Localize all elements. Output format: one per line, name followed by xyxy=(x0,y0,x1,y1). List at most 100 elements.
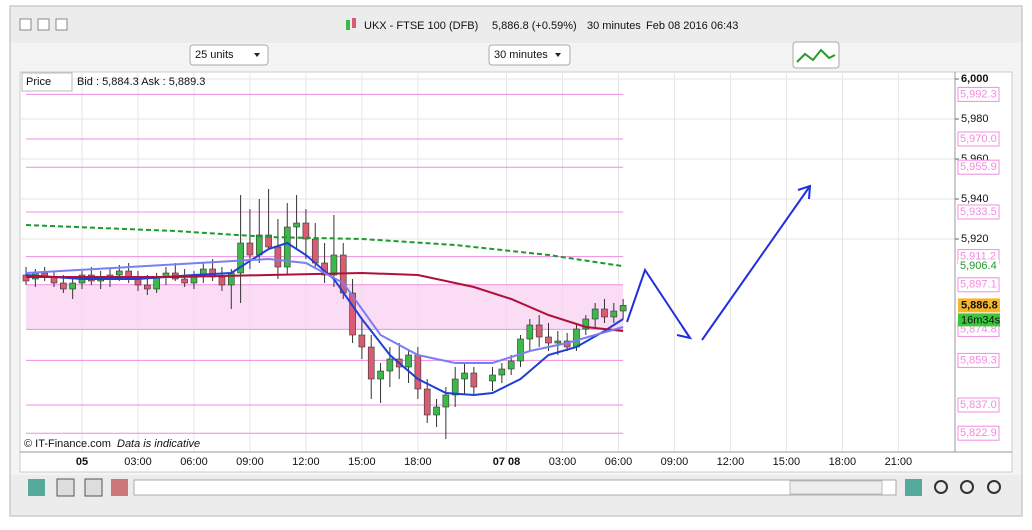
candle-body xyxy=(265,234,272,248)
level-label: 5,933.5 xyxy=(960,206,997,218)
candle-body xyxy=(489,374,496,382)
last-price: 5,886.8 xyxy=(961,299,998,311)
icon xyxy=(346,20,350,30)
y-tick-label: 5,940 xyxy=(961,193,989,205)
level-label: 5,970.0 xyxy=(960,133,997,145)
x-tick-label: 12:00 xyxy=(717,456,745,468)
y-tick-label: 5,980 xyxy=(961,113,989,125)
candle-body xyxy=(181,278,188,284)
x-tick-label: 12:00 xyxy=(292,456,320,468)
candle-body xyxy=(405,354,412,368)
window-button[interactable] xyxy=(37,18,50,31)
level-label: 5,859.3 xyxy=(960,354,997,366)
candle-body xyxy=(591,308,599,320)
candle-body xyxy=(433,406,440,416)
x-tick-label: 03:00 xyxy=(549,456,577,468)
candle-body xyxy=(283,226,291,268)
candle-body xyxy=(330,254,338,276)
drawn-arrow xyxy=(701,185,811,341)
level-label: 5,822.9 xyxy=(960,427,997,439)
window-button[interactable] xyxy=(19,18,32,31)
level-label-box xyxy=(957,131,1000,147)
candle-body xyxy=(535,324,543,338)
footer-source: © IT-Finance.com xyxy=(24,438,111,450)
zoom-in-icon[interactable] xyxy=(987,480,1001,494)
candle-body xyxy=(69,282,76,290)
candle-body xyxy=(218,276,226,286)
legend-box xyxy=(21,72,73,92)
candle-body xyxy=(610,310,618,318)
last-price-box xyxy=(958,298,1000,313)
interval-dropdown[interactable] xyxy=(488,44,571,66)
x-tick-label: 15:00 xyxy=(773,456,801,468)
level-label: 5,897.1 xyxy=(960,279,997,291)
tool-icon[interactable] xyxy=(28,479,45,496)
x-tick-label: 05 xyxy=(76,456,88,468)
instrument-title: UKX - FTSE 100 (DFB) xyxy=(364,20,478,32)
level-label-box xyxy=(957,425,1000,441)
candle-body xyxy=(311,238,319,264)
y-tick-label: 6,000 xyxy=(961,73,989,85)
tool-icon[interactable] xyxy=(905,479,922,496)
x-tick-label: 18:00 xyxy=(829,456,857,468)
window-button[interactable] xyxy=(55,18,68,31)
candle-body xyxy=(582,318,590,330)
indicator-line xyxy=(25,257,624,364)
ma-label: 5,906.4 xyxy=(960,260,997,272)
x-tick-label: 15:00 xyxy=(348,456,376,468)
zoom-out-icon[interactable] xyxy=(960,480,974,494)
ma-label-box xyxy=(958,260,999,273)
candle-body xyxy=(60,282,67,290)
scrollbar[interactable] xyxy=(133,479,897,496)
candle-body xyxy=(246,242,254,256)
tool-icon[interactable] xyxy=(84,478,103,497)
drawn-arrow xyxy=(626,267,691,339)
units-dropdown[interactable] xyxy=(189,44,269,66)
level-label-box xyxy=(957,86,1000,102)
candle-body xyxy=(573,328,580,348)
candle-body xyxy=(554,340,562,344)
level-label: 5,992.3 xyxy=(960,88,997,100)
indicator-line xyxy=(26,271,624,332)
candle-body xyxy=(358,334,366,348)
x-tick-label: 06:00 xyxy=(605,456,633,468)
candle-body xyxy=(470,372,478,388)
plot xyxy=(20,73,955,452)
candle-body xyxy=(601,308,608,318)
countdown-box xyxy=(958,313,1000,327)
title-bar xyxy=(11,7,1021,43)
candle-body xyxy=(349,292,356,336)
y-tick-label: 5,920 xyxy=(961,233,989,245)
candle-body xyxy=(377,370,384,380)
candle-body xyxy=(461,372,468,380)
tool-icon[interactable] xyxy=(111,479,128,496)
tool-icon[interactable] xyxy=(56,478,75,497)
x-tick-label: 09:00 xyxy=(661,456,689,468)
level-label-box xyxy=(957,204,1000,220)
x-tick-label: 21:00 xyxy=(885,456,913,468)
level-label: 5,837.0 xyxy=(960,399,997,411)
countdown: 16m34s xyxy=(961,314,1001,326)
candle-body xyxy=(237,242,244,274)
icon xyxy=(796,48,836,63)
candle-body xyxy=(386,358,394,372)
zoom-icon[interactable] xyxy=(934,480,948,494)
timestamp: Feb 08 2016 06:43 xyxy=(646,20,738,32)
icon xyxy=(352,18,356,28)
candle-body xyxy=(619,305,627,312)
candle-body xyxy=(116,270,123,276)
candle-body xyxy=(498,368,506,376)
x-tick-label: 06:00 xyxy=(180,456,208,468)
candle-body xyxy=(517,338,524,362)
price-change: 5,886.8 (+0.59%) xyxy=(492,20,577,32)
scroll-thumb[interactable] xyxy=(789,480,883,495)
units-value: 25 units xyxy=(195,49,234,61)
candle-body xyxy=(144,284,151,290)
x-tick-label: 09:00 xyxy=(236,456,264,468)
candle-body xyxy=(442,394,450,408)
candle-body xyxy=(451,378,459,396)
indicator-line xyxy=(25,224,624,268)
interval: 30 minutes xyxy=(587,20,641,32)
